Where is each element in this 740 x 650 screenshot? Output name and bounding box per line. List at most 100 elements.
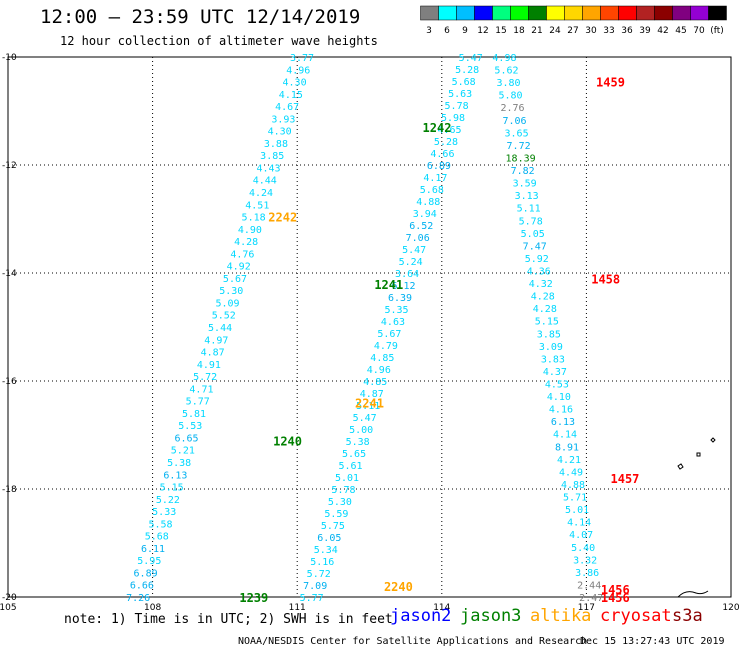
pass-time-label: 1456: [601, 591, 630, 605]
wave-height-value: 5.30: [219, 286, 243, 297]
wave-height-value: 4.44: [253, 176, 277, 187]
lon-tick-label: 114: [433, 603, 450, 613]
wave-height-value: 6.13: [551, 417, 575, 428]
lon-tick-label: 111: [289, 603, 306, 613]
lat-tick-label: -18: [2, 485, 17, 495]
wave-height-value: 5.47: [353, 413, 377, 424]
wave-height-value: 5.81: [182, 409, 206, 420]
note-text: note: 1) Time is in UTC; 2) SWH is in fe…: [64, 612, 393, 627]
wave-height-value: 7.82: [511, 166, 535, 177]
wave-height-value: 5.78: [331, 485, 355, 496]
wave-height-value: 5.58: [148, 519, 172, 530]
wave-height-value: 6.66: [130, 581, 154, 592]
lat-tick-label: -12: [2, 161, 17, 171]
wave-height-value: 6.65: [175, 433, 199, 444]
satellite-jason3: jason3: [460, 606, 522, 626]
wave-height-value: 4.90: [238, 225, 262, 236]
wave-height-value: 4.85: [363, 377, 387, 388]
lat-tick-label: -16: [2, 377, 17, 387]
wave-height-value: 6.05: [317, 533, 341, 544]
wave-height-value: 5.28: [455, 65, 479, 76]
wave-height-value: 4.28: [533, 304, 557, 315]
color-scale-legend: 3 6 9 12 15 18 21 24 27 30 33 36 39 42 45 70 (ft): [420, 5, 727, 36]
wave-height-value: 4.07: [569, 530, 593, 541]
wave-height-value: 5.47: [459, 53, 483, 64]
wave-height-value: 5.80: [498, 91, 522, 102]
wave-height-value: 3.77: [290, 53, 314, 64]
wave-height-value: 3.59: [513, 179, 537, 190]
wave-height-value: 5.52: [212, 311, 236, 322]
wave-height-value: 5.77: [186, 397, 210, 408]
pass-time-label: 1241: [374, 278, 403, 292]
pass-time-label: 1457: [611, 472, 640, 486]
satellite-s3a: s3a: [672, 606, 703, 626]
pass-time-label: 1239: [239, 591, 268, 605]
wave-height-value: 4.32: [529, 279, 553, 290]
color-scale-label: 18: [513, 26, 525, 36]
wave-height-value: 3.85: [260, 151, 284, 162]
satellite-altika: altika: [530, 606, 592, 626]
wave-height-value: 6.52: [409, 221, 433, 232]
wave-height-value: 5.11: [517, 204, 541, 215]
wave-height-value: 5.15: [535, 317, 559, 328]
coastline-shape: [677, 437, 716, 598]
wave-height-value: 5.67: [223, 274, 247, 285]
color-scale-label: 15: [495, 26, 506, 36]
lat-tick-label: -14: [2, 269, 17, 279]
wave-height-value: 5.38: [346, 437, 370, 448]
wave-height-value: 7.09: [303, 581, 327, 592]
satellite-cryosat: cryosat: [600, 606, 672, 626]
lat-tick-label: -20: [2, 593, 17, 603]
wave-height-value: 18.39: [506, 153, 536, 164]
wave-height-value: 4.30: [268, 127, 292, 138]
wave-height-value: 5.05: [521, 229, 545, 240]
wave-height-value: 6.89: [134, 568, 158, 579]
wave-height-value: 5.53: [178, 421, 202, 432]
wave-height-value: 4.30: [283, 78, 307, 89]
wave-height-value: 5.98: [441, 113, 465, 124]
wave-height-value: 7.26: [126, 593, 150, 604]
wave-height-value: 5.68: [420, 185, 444, 196]
pass-time-label: 2242: [268, 210, 297, 224]
wave-height-value: 5.00: [349, 425, 373, 436]
wave-height-value: 4.17: [423, 173, 447, 184]
wave-height-value: 3.64: [395, 269, 419, 280]
lon-tick-label: 105: [0, 603, 17, 613]
wave-height-value: 5.78: [445, 101, 469, 112]
footer-credit: NOAA/NESDIS Center for Satellite Applica…: [238, 636, 588, 647]
wave-height-value: 3.93: [271, 114, 295, 125]
wave-height-value: 4.98: [492, 53, 516, 64]
wave-height-value: 4.87: [201, 348, 225, 359]
color-scale-label: 12: [477, 26, 488, 36]
wave-height-value: 5.47: [402, 245, 426, 256]
lon-tick-label: 120: [722, 603, 739, 613]
wave-height-value: 5.71: [563, 493, 587, 504]
wave-height-value: 4.43: [256, 163, 280, 174]
wave-height-value: 4.10: [547, 392, 571, 403]
color-scale-swatch: [708, 5, 727, 21]
color-scale-label: 33: [603, 26, 614, 36]
wave-height-value: 5.77: [300, 593, 324, 604]
wave-height-value: 7.47: [523, 241, 547, 252]
wave-height-value: 6.39: [388, 293, 412, 304]
wave-height-value: 5.92: [525, 254, 549, 265]
wave-height-value: 5.61: [338, 461, 362, 472]
wave-height-value: 2.47: [579, 593, 603, 604]
wave-height-value: 4.91: [197, 360, 221, 371]
wave-height-value: 5.63: [448, 89, 472, 100]
color-scale-label: 21: [531, 26, 542, 36]
map-frame: [7, 56, 732, 598]
color-scale-label: 24: [549, 26, 561, 36]
wave-height-value: 5.24: [399, 257, 423, 268]
wave-height-value: 5.34: [314, 545, 338, 556]
wave-height-value: 3.94: [413, 209, 437, 220]
wave-height-value: 5.62: [494, 66, 518, 77]
color-scale-label: 3: [426, 26, 432, 36]
pass-time-label: 1459: [596, 75, 625, 89]
wave-height-value: 4.96: [286, 65, 310, 76]
wave-height-value: 5.95: [137, 556, 161, 567]
wave-height-value: 4.28: [531, 292, 555, 303]
wave-height-value: 2.76: [500, 103, 524, 114]
